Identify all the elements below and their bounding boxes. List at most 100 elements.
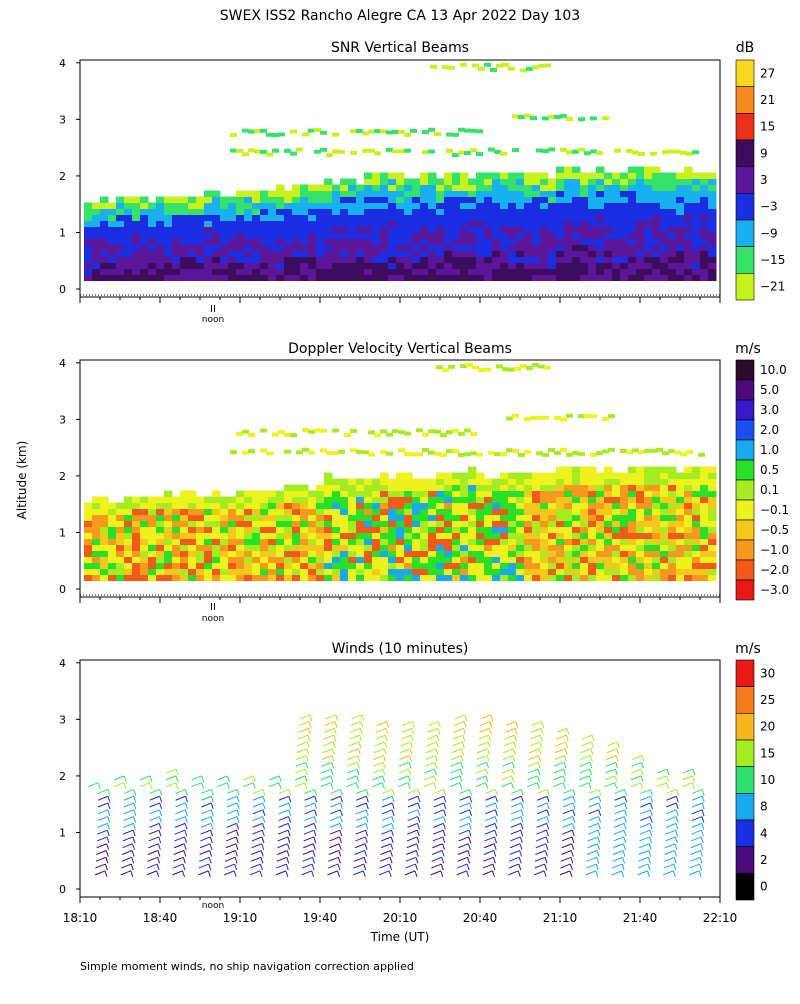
wind-barb: [252, 788, 264, 794]
heatmap-cell: [428, 450, 435, 455]
heatmap-cell: [476, 220, 485, 228]
heatmap-cell: [148, 514, 157, 522]
heatmap-cell: [692, 466, 701, 474]
wind-barb: [560, 863, 571, 869]
heatmap-cell: [644, 538, 653, 546]
heatmap-cell: [356, 129, 363, 134]
heatmap-cell: [628, 574, 637, 582]
heatmap-cell: [548, 538, 557, 546]
heatmap-cell: [556, 244, 565, 252]
heatmap-cell: [588, 550, 597, 558]
wind-barb-flag: [615, 762, 619, 769]
heatmap-cell: [628, 244, 637, 252]
heatmap-cell: [388, 490, 397, 498]
heatmap-cell: [412, 574, 421, 582]
heatmap-cell: [676, 526, 685, 534]
heatmap-cell: [148, 544, 157, 552]
heatmap-cell: [188, 202, 197, 210]
heatmap-cell: [628, 226, 637, 234]
heatmap-cell: [180, 214, 189, 222]
heatmap-cell: [460, 250, 469, 258]
heatmap-cell: [516, 190, 525, 198]
heatmap-cell: [100, 226, 109, 234]
wind-barb: [149, 816, 160, 822]
x-tick-label: 21:40: [623, 911, 658, 925]
heatmap-cell: [420, 274, 429, 282]
wind-barb-flag: [262, 802, 266, 810]
heatmap-cell: [460, 532, 469, 540]
heatmap-cell: [268, 196, 277, 204]
wind-barb: [425, 755, 436, 760]
heatmap-cell: [636, 562, 645, 570]
heatmap-cell: [436, 574, 445, 582]
heatmap-cell: [700, 556, 709, 564]
heatmap-cell: [532, 238, 541, 246]
wind-barb: [640, 809, 651, 815]
heatmap-cell: [540, 220, 549, 228]
wind-barb: [381, 795, 393, 801]
heatmap-cell: [278, 430, 285, 435]
heatmap-cell: [314, 149, 321, 154]
heatmap-cell: [588, 244, 597, 252]
heatmap-cell: [580, 556, 589, 564]
wind-barb: [407, 809, 419, 815]
heatmap-cell: [396, 514, 405, 522]
wind-barb-flag: [675, 809, 679, 816]
wind-barb: [536, 795, 548, 801]
heatmap-cell: [364, 262, 373, 270]
heatmap-cell: [108, 256, 117, 264]
wind-barb-flag: [288, 816, 292, 823]
wind-barb-flag: [596, 850, 600, 857]
heatmap-cell: [204, 496, 213, 504]
heatmap-cell: [572, 544, 581, 552]
heatmap-cell: [242, 152, 249, 157]
heatmap-cell: [540, 172, 549, 180]
wind-barb: [320, 768, 332, 774]
heatmap-cell: [484, 514, 493, 522]
heatmap-cell: [180, 226, 189, 234]
heatmap-cell: [332, 256, 341, 264]
heatmap-cell: [604, 172, 613, 180]
heatmap-cell: [268, 508, 277, 516]
wind-barb: [690, 850, 701, 855]
heatmap-cell: [244, 214, 253, 222]
wind-barb-flag: [314, 789, 318, 796]
heatmap-cell: [420, 526, 429, 534]
heatmap-cell: [332, 232, 341, 240]
colorbar-swatch: [735, 793, 755, 821]
heatmap-cell: [540, 214, 549, 222]
heatmap-cell: [332, 574, 341, 582]
heatmap-cell: [476, 496, 485, 504]
heatmap-cell: [292, 538, 301, 546]
heatmap-cell: [92, 556, 101, 564]
heatmap-cell: [676, 256, 685, 264]
heatmap-cell: [428, 562, 437, 570]
heatmap-cell: [268, 496, 277, 504]
heatmap-cell: [444, 250, 453, 258]
wind-barb-flag: [647, 870, 650, 878]
heatmap-cell: [284, 484, 293, 492]
heatmap-cell: [532, 178, 541, 186]
colorbar-swatch: [735, 193, 755, 221]
heatmap-cell: [428, 508, 437, 516]
heatmap-cell: [572, 184, 581, 192]
wind-barb-flag: [260, 857, 264, 864]
heatmap-cell: [148, 226, 157, 234]
wind-barb: [323, 734, 334, 740]
heatmap-cell: [164, 244, 173, 252]
heatmap-cell: [516, 262, 525, 270]
heatmap-cell: [452, 250, 461, 258]
wind-barb-flag: [494, 802, 498, 810]
heatmap-cell: [452, 262, 461, 270]
wind-barb-flag: [233, 870, 237, 878]
wind-barb: [330, 802, 341, 808]
doppler-colorbar: 10.05.03.02.01.00.50.1−0.1−0.5−1.0−2.0−3…: [735, 359, 789, 601]
heatmap-cell: [692, 184, 701, 192]
wind-barb: [165, 782, 176, 788]
heatmap-cell: [444, 220, 453, 228]
heatmap-cell: [372, 262, 381, 270]
heatmap-cell: [204, 508, 213, 516]
heatmap-cell: [540, 562, 549, 570]
heatmap-cell: [404, 274, 413, 282]
wind-barb: [604, 775, 616, 781]
